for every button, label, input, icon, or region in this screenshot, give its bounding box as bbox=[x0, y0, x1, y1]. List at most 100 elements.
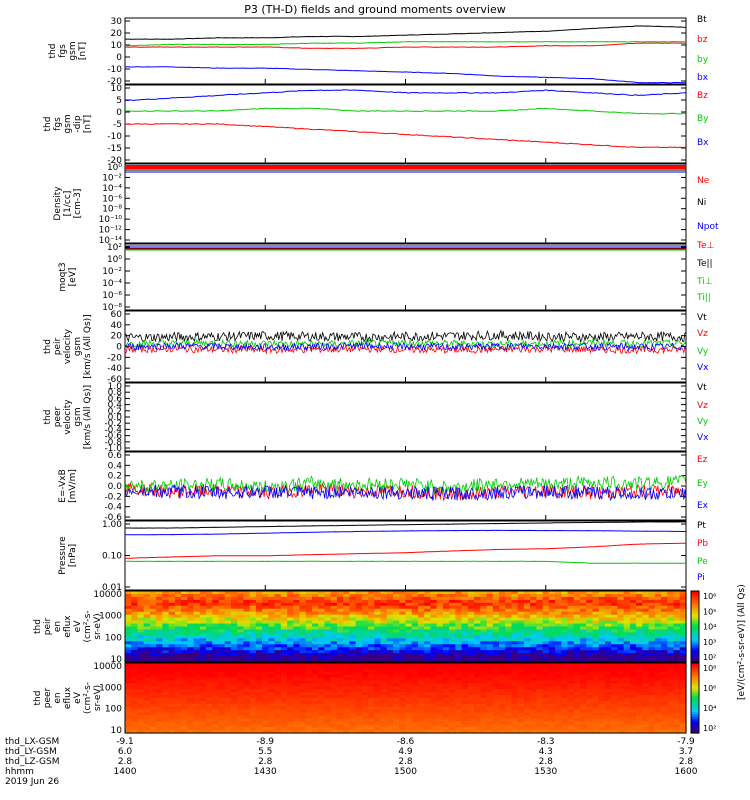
heatmap-cell bbox=[324, 617, 332, 622]
heatmap-cell bbox=[667, 608, 675, 613]
y-tick-label: -0.4 bbox=[104, 503, 122, 513]
y-axis-label-line: thd bbox=[43, 410, 53, 425]
heatmap-cell bbox=[274, 608, 282, 613]
heatmap-cell bbox=[617, 689, 625, 693]
heatmap-cell bbox=[642, 591, 650, 595]
heatmap-cell bbox=[611, 663, 619, 667]
heatmap-cell bbox=[181, 689, 188, 693]
heatmap-cell bbox=[548, 605, 556, 610]
heatmap-cell bbox=[636, 608, 643, 613]
heatmap-cell bbox=[143, 638, 151, 642]
heatmap-cell bbox=[280, 663, 288, 667]
heatmap-cell bbox=[137, 644, 145, 648]
heatmap-cell bbox=[511, 730, 519, 734]
heatmap-cell bbox=[648, 703, 656, 708]
heatmap-cell bbox=[199, 591, 207, 595]
heatmap-cell bbox=[424, 593, 432, 598]
heatmap-cell bbox=[405, 677, 413, 682]
heatmap-cell bbox=[424, 663, 432, 667]
heatmap-cell bbox=[436, 724, 444, 728]
heatmap-cell bbox=[648, 686, 656, 690]
heatmap-cell bbox=[442, 620, 450, 625]
y-tick-label: 10 bbox=[111, 726, 123, 736]
heatmap-cell bbox=[274, 677, 282, 682]
heatmap-cell bbox=[349, 730, 357, 734]
heatmap-cell bbox=[436, 730, 444, 734]
heatmap-cell bbox=[530, 668, 537, 673]
heatmap-cell bbox=[349, 591, 357, 595]
heatmap-cell bbox=[617, 653, 625, 657]
heatmap-cell bbox=[212, 626, 220, 631]
heatmap-cell bbox=[436, 644, 444, 648]
heatmap-cell bbox=[393, 695, 400, 699]
heatmap-cell bbox=[187, 599, 195, 604]
heatmap-cell bbox=[499, 680, 506, 685]
heatmap-cell bbox=[411, 730, 419, 734]
heatmap-cell bbox=[262, 692, 269, 696]
heatmap-cell bbox=[268, 656, 276, 660]
heatmap-cell bbox=[299, 689, 307, 693]
heatmap-cell bbox=[636, 671, 643, 676]
heatmap-cell bbox=[673, 689, 681, 693]
heatmap-cell bbox=[181, 680, 188, 685]
heatmap-cell bbox=[467, 721, 475, 725]
heatmap-cell bbox=[530, 602, 537, 607]
heatmap-cell bbox=[137, 709, 145, 714]
heatmap-cell bbox=[168, 596, 176, 601]
heatmap-cell bbox=[224, 695, 232, 699]
heatmap-cell bbox=[230, 617, 238, 622]
heatmap-cell bbox=[592, 700, 600, 705]
heatmap-cell bbox=[673, 593, 681, 598]
heatmap-cell bbox=[355, 695, 363, 699]
heatmap-cell bbox=[424, 715, 432, 720]
heatmap-cell bbox=[467, 668, 475, 673]
heatmap-cell bbox=[149, 641, 157, 645]
heatmap-cell bbox=[386, 700, 394, 705]
heatmap-cell bbox=[255, 680, 263, 685]
panel-data bbox=[125, 474, 686, 502]
heatmap-cell bbox=[324, 671, 332, 676]
heatmap-cell bbox=[131, 626, 139, 631]
heatmap-cell bbox=[193, 623, 201, 628]
heatmap-cell bbox=[149, 674, 157, 679]
heatmap-cell bbox=[199, 724, 207, 728]
heatmap-cell bbox=[361, 647, 369, 651]
heatmap-cell bbox=[567, 715, 575, 720]
heatmap-cell bbox=[280, 647, 288, 651]
heatmap-cell bbox=[149, 706, 157, 711]
heatmap-cell bbox=[611, 703, 619, 708]
heatmap-cell bbox=[667, 671, 675, 676]
heatmap-cell bbox=[230, 623, 238, 628]
heatmap-cell bbox=[405, 605, 413, 610]
heatmap-cell bbox=[349, 620, 357, 625]
heatmap-cell bbox=[580, 611, 587, 616]
heatmap-cell bbox=[174, 602, 182, 607]
heatmap-cell bbox=[287, 709, 294, 714]
heatmap-cell bbox=[623, 620, 631, 625]
heatmap-cell bbox=[486, 653, 494, 657]
heatmap-cell bbox=[511, 674, 519, 679]
heatmap-cell bbox=[386, 727, 394, 731]
heatmap-cell bbox=[274, 730, 282, 734]
heatmap-cell bbox=[255, 647, 263, 651]
heatmap-cell bbox=[143, 602, 151, 607]
heatmap-cell bbox=[255, 730, 263, 734]
heatmap-cell bbox=[212, 659, 220, 663]
heatmap-cell bbox=[193, 599, 201, 604]
heatmap-cell bbox=[530, 647, 537, 651]
heatmap-cell bbox=[405, 614, 413, 619]
heatmap-cell bbox=[293, 605, 301, 610]
heatmap-cell bbox=[137, 668, 145, 673]
heatmap-cell bbox=[280, 712, 288, 717]
y-axis-label-line: gsm bbox=[73, 337, 83, 356]
heatmap-cell bbox=[243, 611, 251, 616]
heatmap-cell bbox=[125, 700, 132, 705]
heatmap-cell bbox=[430, 659, 438, 663]
heatmap-cell bbox=[361, 730, 369, 734]
heatmap-cell bbox=[355, 730, 363, 734]
heatmap-cell bbox=[280, 730, 288, 734]
heatmap-cell bbox=[499, 650, 506, 654]
heatmap-cell bbox=[393, 703, 400, 708]
heatmap-cell bbox=[430, 668, 438, 673]
